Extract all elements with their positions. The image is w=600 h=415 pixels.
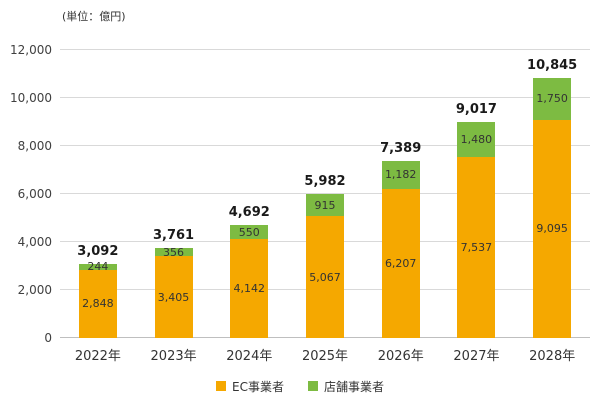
- legend-label: EC事業者: [232, 379, 284, 394]
- legend-item: 店舗事業者: [307, 378, 384, 395]
- bar-column: 7,537 1,480 9,017: [439, 50, 515, 338]
- x-axis-label: 2022年: [74, 349, 121, 364]
- bar-column: 6,207 1,182 7,389: [363, 50, 439, 338]
- bar-segment-ec[interactable]: 7,537: [457, 157, 496, 338]
- legend-swatch-icon: [216, 381, 226, 391]
- bar-column: 2,848 244 3,092: [60, 50, 136, 338]
- bar-column: 5,067 915 5,982: [287, 50, 363, 338]
- x-axis-label: 2023年: [150, 349, 197, 364]
- y-tick-label: 0: [44, 331, 52, 345]
- plot-area: 2,848 244 3,092 3,405 356 3,761 4,142 550 4,692 5…: [60, 49, 590, 338]
- bar-segment-store[interactable]: 915: [305, 194, 344, 217]
- bar-segment-store[interactable]: 356: [154, 245, 193, 259]
- bar-segment-ec[interactable]: 9,095: [533, 119, 572, 338]
- gridline: [60, 193, 590, 194]
- legend-label: 店舗事業者: [323, 379, 384, 394]
- y-tick-label: 4,000: [17, 235, 52, 249]
- y-tick-label: 8,000: [17, 139, 52, 153]
- x-axis-label: 2027年: [453, 349, 500, 364]
- bar-segment-ec[interactable]: 4,142: [230, 238, 269, 338]
- bar-total-label: 3,761: [152, 227, 195, 243]
- bar-segment-store[interactable]: 1,182: [381, 160, 420, 190]
- unit-label: (単位：億円): [62, 10, 126, 23]
- segment-value-label: 915: [314, 198, 336, 212]
- legend-swatch-icon: [307, 381, 318, 391]
- segment-value-label: 244: [87, 260, 109, 274]
- x-axis-label: 2024年: [226, 349, 273, 364]
- y-axis: 0 2,000 4,000 6,000 8,000 10,000 12,000: [10, 43, 60, 345]
- bar-column: 3,405 356 3,761: [136, 50, 212, 338]
- gridline: [60, 49, 590, 50]
- bar-segment-ec[interactable]: 5,067: [305, 216, 344, 338]
- x-axis-label: 2025年: [301, 349, 349, 364]
- x-axis-label: 2028年: [529, 349, 576, 364]
- bar-total-label: 5,982: [304, 174, 346, 190]
- segment-value-label: 2,848: [82, 297, 114, 311]
- y-tick-label: 6,000: [17, 187, 52, 201]
- chart-body: 0 2,000 4,000 6,000 8,000 10,000 12,000 2,848 2…: [10, 43, 590, 366]
- x-axis: 2022年 2023年 2024年 2025年 2026年 2027年 2028年: [60, 338, 590, 366]
- bar-segment-store[interactable]: 550: [230, 225, 269, 239]
- bar-segment-ec[interactable]: 6,207: [381, 189, 420, 338]
- legend-item: EC事業者: [216, 378, 284, 395]
- bar-column: 4,142 550 4,692: [211, 50, 287, 338]
- bar-column: 9,095 1,750 10,845: [514, 50, 590, 338]
- gridline: [60, 145, 590, 146]
- segment-value-label: 356: [163, 245, 185, 259]
- plot-column: 2,848 244 3,092 3,405 356 3,761 4,142 550 4,692 5…: [60, 49, 590, 366]
- segment-value-label: 550: [238, 225, 260, 239]
- segment-value-label: 5,067: [309, 270, 341, 284]
- bar-total-label: 4,692: [228, 205, 270, 221]
- gridline: [60, 97, 590, 98]
- x-axis-label: 2026年: [377, 349, 424, 364]
- legend: EC事業者 店舗事業者: [10, 376, 590, 396]
- bar-segment-store[interactable]: 1,480: [457, 121, 496, 158]
- segment-value-label: 1,480: [460, 132, 493, 146]
- segment-value-label: 6,207: [384, 257, 417, 271]
- segment-value-label: 3,405: [157, 290, 190, 304]
- bar-segment-ec[interactable]: 3,405: [154, 256, 193, 338]
- y-tick-label: 10,000: [10, 91, 52, 105]
- y-tick-label: 12,000: [10, 43, 52, 57]
- bar-total-label: 10,845: [527, 57, 578, 73]
- bar-total-label: 3,092: [77, 243, 119, 259]
- segment-value-label: 9,095: [536, 222, 568, 236]
- bar-segment-ec[interactable]: 2,848: [78, 269, 117, 338]
- bar-segment-store[interactable]: 244: [78, 260, 117, 274]
- segment-value-label: 1,750: [536, 92, 568, 106]
- bar-segment-store[interactable]: 1,750: [533, 77, 572, 120]
- segment-value-label: 1,182: [384, 168, 417, 182]
- y-tick-label: 2,000: [17, 283, 52, 297]
- bar-total-label: 7,389: [380, 140, 422, 156]
- segment-value-label: 4,142: [233, 281, 266, 295]
- bar-total-label: 9,017: [455, 101, 497, 117]
- segment-value-label: 7,537: [460, 241, 493, 255]
